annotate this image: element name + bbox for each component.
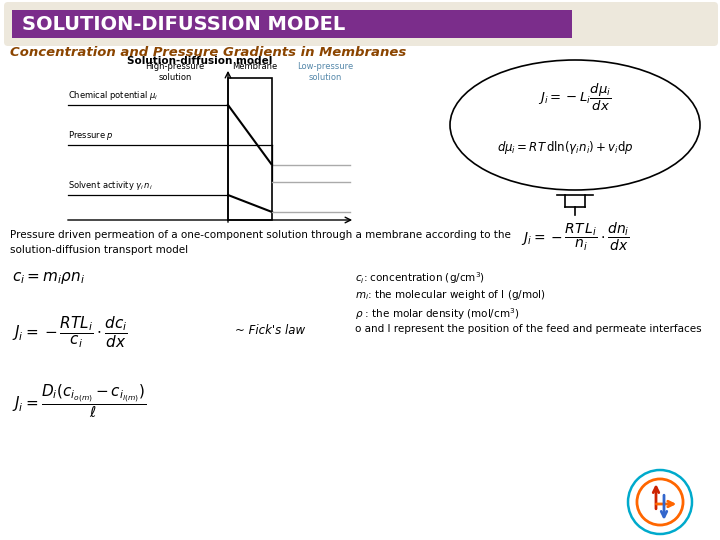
Text: Solution-diffusion model: Solution-diffusion model (127, 56, 273, 66)
FancyBboxPatch shape (4, 2, 718, 46)
Text: o and l represent the position of the feed and permeate interfaces: o and l represent the position of the fe… (355, 324, 701, 334)
Text: $m_i$: the molecular weight of l (g/mol): $m_i$: the molecular weight of l (g/mol) (355, 288, 546, 302)
Text: $c_i$: concentration (g/cm$^3$): $c_i$: concentration (g/cm$^3$) (355, 270, 485, 286)
Text: $c_i = m_i\rho n_i$: $c_i = m_i\rho n_i$ (12, 270, 85, 286)
Bar (12, 10, 572, 38)
Text: $J_i = -\dfrac{RT\,L_i}{n_i} \cdot \dfrac{dn_i}{dx}$: $J_i = -\dfrac{RT\,L_i}{n_i} \cdot \dfra… (521, 221, 629, 253)
Text: Low-pressure
solution: Low-pressure solution (297, 62, 353, 82)
Text: SOLUTION-DIFUSSION MODEL: SOLUTION-DIFUSSION MODEL (22, 15, 346, 33)
Text: $J_i = -L_i\dfrac{d\mu_i}{dx}$: $J_i = -L_i\dfrac{d\mu_i}{dx}$ (538, 82, 612, 112)
Text: $J_i = \dfrac{D_i(c_{i_{o(m)}} - c_{i_{l(m)}})}{\ell}$: $J_i = \dfrac{D_i(c_{i_{o(m)}} - c_{i_{l… (12, 382, 146, 420)
Text: Pressure driven permeation of a one-component solution through a membrane accord: Pressure driven permeation of a one-comp… (10, 230, 511, 255)
Ellipse shape (450, 60, 700, 190)
Text: ~ Fick's law: ~ Fick's law (235, 323, 305, 336)
Text: Pressure $p$: Pressure $p$ (68, 129, 114, 142)
Text: $\rho$ : the molar density (mol/cm$^3$): $\rho$ : the molar density (mol/cm$^3$) (355, 306, 519, 322)
Text: $d\mu_i = RT\,\mathrm{d}\ln(\gamma_i n_i) + v_i\mathrm{d}p$: $d\mu_i = RT\,\mathrm{d}\ln(\gamma_i n_i… (497, 138, 634, 156)
Text: Solvent activity $\gamma_i\,n_i$: Solvent activity $\gamma_i\,n_i$ (68, 179, 153, 192)
Text: Membrane: Membrane (233, 62, 278, 71)
Circle shape (628, 470, 692, 534)
Text: $J_i = -\dfrac{RTL_i}{c_i} \cdot \dfrac{dc_i}{dx}$: $J_i = -\dfrac{RTL_i}{c_i} \cdot \dfrac{… (12, 315, 128, 350)
Bar (228, 78, 272, 220)
Text: Chemical potential $\mu_i$: Chemical potential $\mu_i$ (68, 89, 158, 102)
Text: High-pressure
solution: High-pressure solution (145, 62, 204, 82)
Text: Concentration and Pressure Gradients in Membranes: Concentration and Pressure Gradients in … (10, 46, 406, 59)
